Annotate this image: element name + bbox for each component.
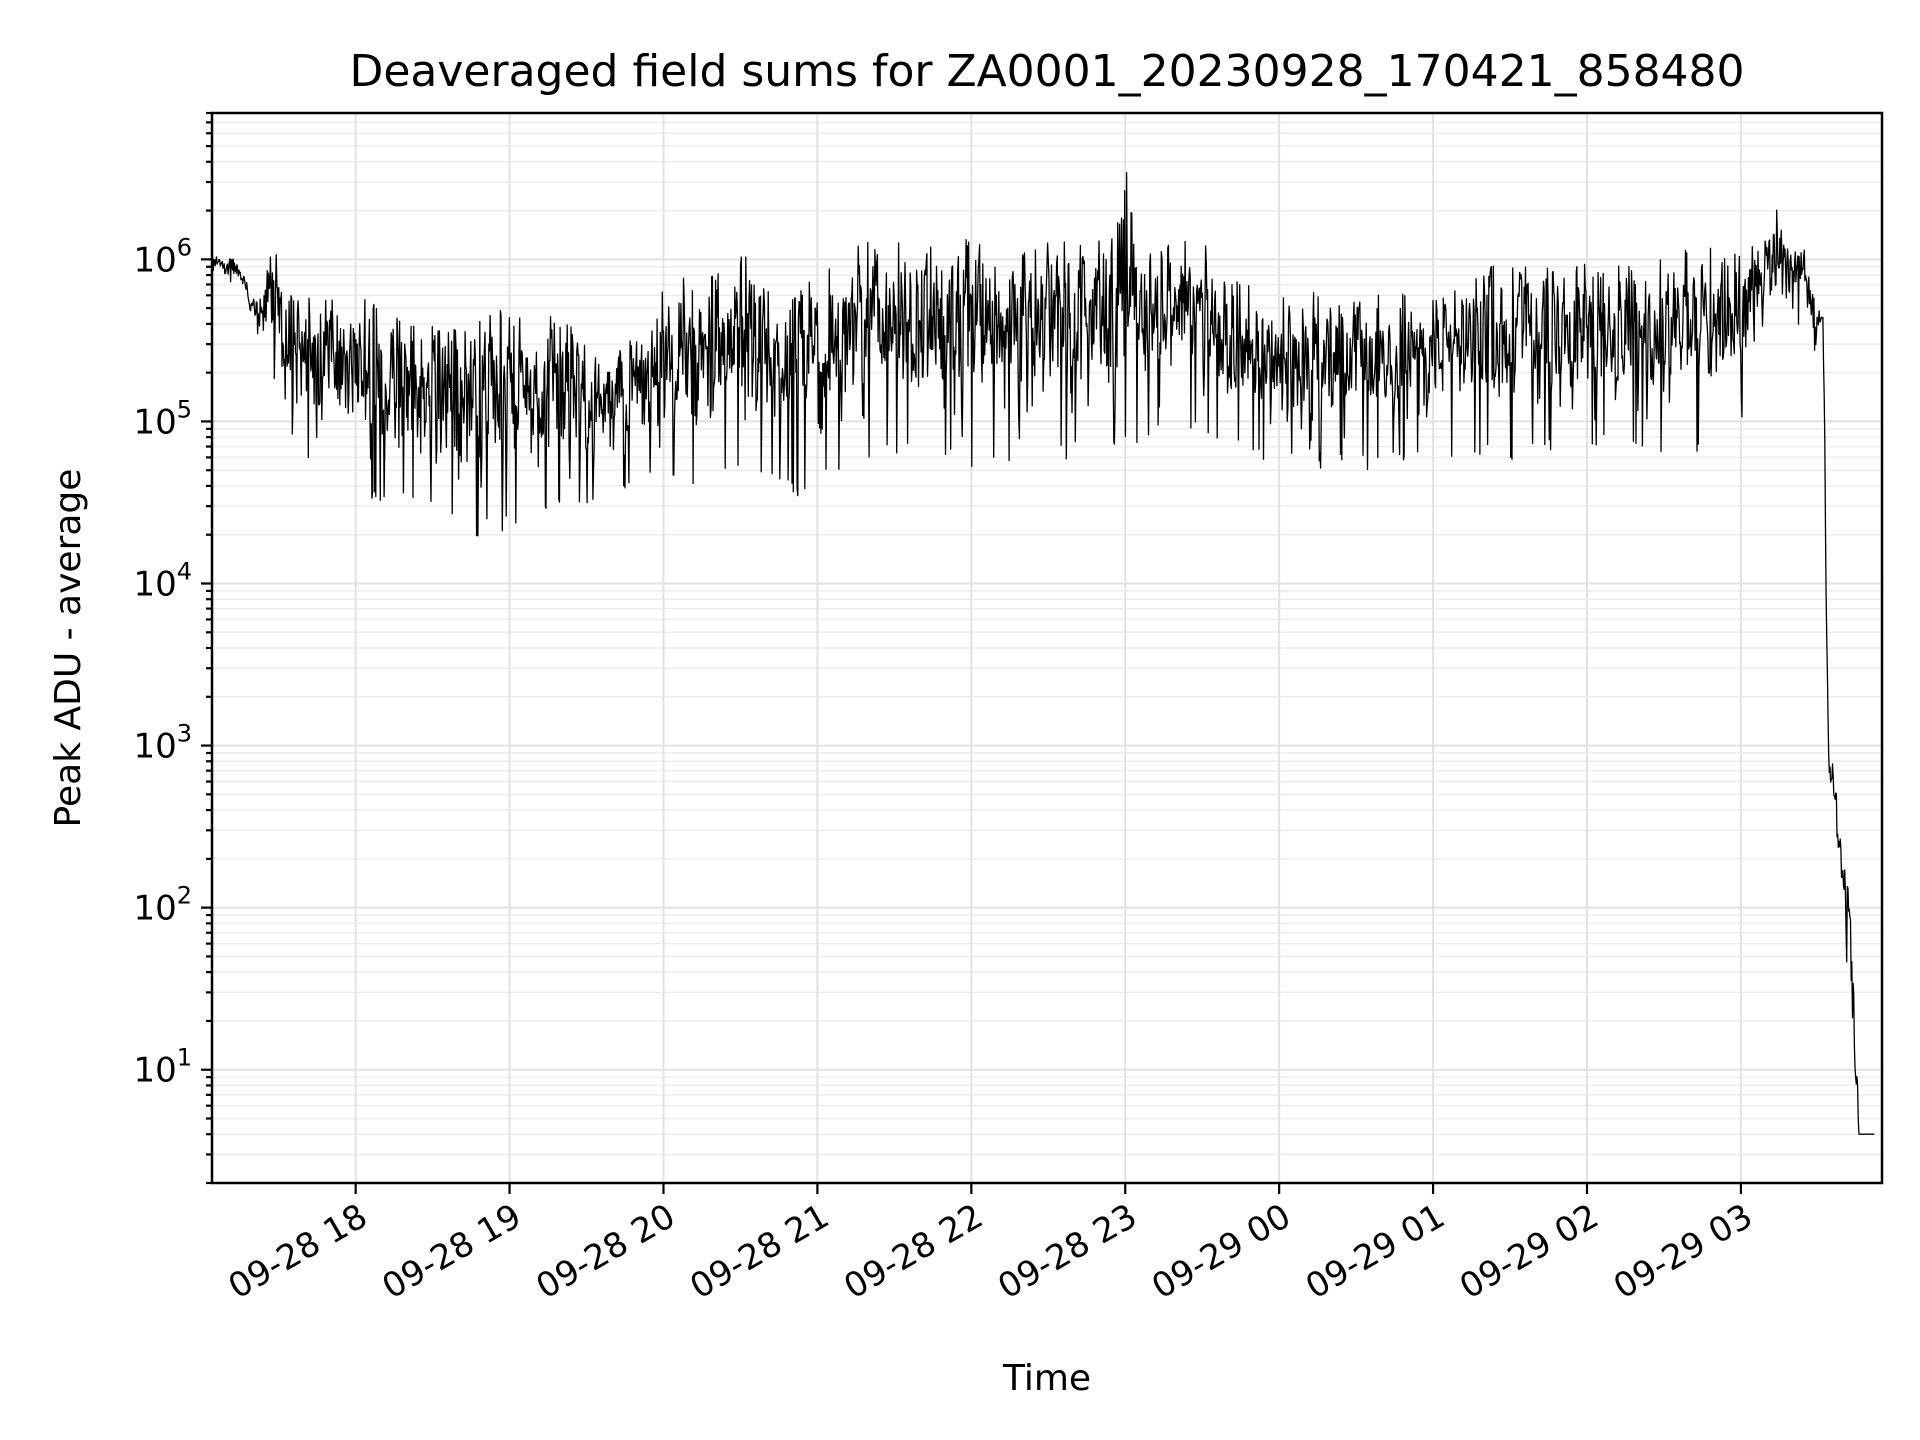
x-tick-label: 09-29 01 [1299, 1196, 1451, 1307]
x-tick-label: 09-28 18 [222, 1196, 374, 1307]
x-tick-label: 09-29 03 [1607, 1196, 1759, 1307]
y-tick-label: 103 [133, 720, 192, 767]
y-tick-label: 104 [133, 558, 192, 605]
x-tick-label: 09-28 20 [530, 1196, 682, 1307]
x-axis: 09-28 18 09-28 19 09-28 20 09-28 21 09-28 22… [222, 1183, 1759, 1307]
chart-title: Deaveraged field sums for ZA0001_2023092… [349, 46, 1744, 97]
series-layer [211, 172, 1875, 1135]
y-axis-label: Peak ADU - average [48, 469, 89, 828]
series-line-0 [211, 172, 1875, 1135]
x-tick-label: 09-28 19 [376, 1196, 528, 1307]
x-tick-label: 09-29 00 [1145, 1196, 1297, 1307]
y-tick-label: 102 [133, 882, 192, 929]
x-tick-label: 09-28 23 [991, 1196, 1143, 1307]
y-tick-label: 101 [133, 1044, 192, 1091]
x-tick-label: 09-28 21 [684, 1196, 836, 1307]
x-axis-label: Time [1002, 1358, 1091, 1399]
x-tick-label: 09-29 02 [1453, 1196, 1605, 1307]
x-tick-label: 09-28 22 [837, 1196, 989, 1307]
y-tick-label: 106 [133, 233, 192, 280]
y-tick-label: 105 [133, 395, 192, 442]
y-axis: 101 102 103 104 105 106 [133, 111, 212, 1185]
